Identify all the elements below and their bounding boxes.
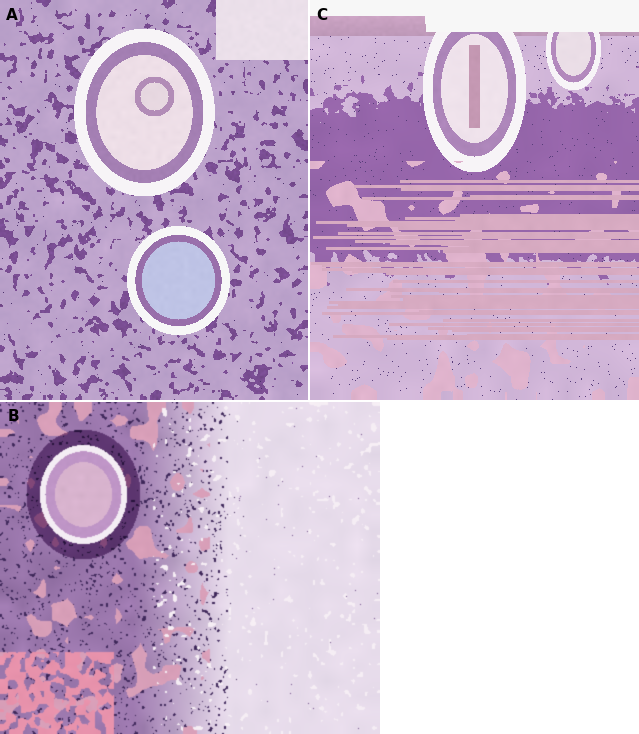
Text: C: C bbox=[316, 8, 328, 23]
Text: B: B bbox=[8, 409, 19, 424]
Text: A: A bbox=[6, 8, 18, 23]
